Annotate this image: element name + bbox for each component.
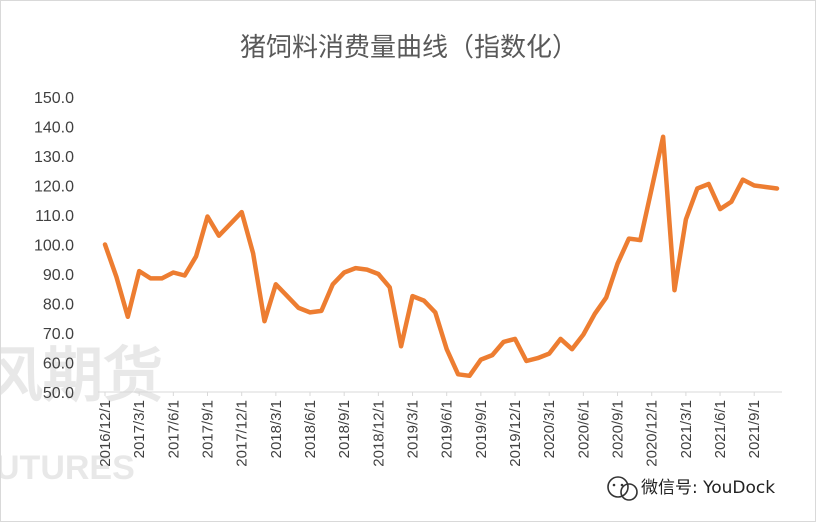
series-line: [102, 134, 780, 379]
y-tick-label: 120.0: [34, 179, 74, 196]
x-tick-label: 2018/12/1: [370, 400, 387, 467]
x-axis-ticks: 2016/12/1 2017/3/1 2017/6/1 2017/9/1 2017/12…: [97, 392, 763, 467]
y-tick-label: 90.0: [43, 267, 74, 284]
watermark: 风期货 UTURES: [1, 341, 163, 487]
x-tick-label: 2021/3/1: [678, 400, 695, 458]
y-tick-label: 130.0: [34, 149, 74, 166]
y-tick-label: 70.0: [43, 326, 74, 343]
y-tick-label: 60.0: [43, 356, 74, 373]
x-tick-label: 2019/6/1: [439, 400, 456, 458]
series-group: [102, 134, 780, 379]
y-tick-label: 100.0: [34, 238, 74, 255]
credit: 微信号: YouDock: [607, 476, 775, 501]
y-axis-ticks: 150.0 140.0 130.0 120.0 110.0 100.0 90.0 80.0 70…: [34, 90, 74, 402]
x-tick-label: 2020/6/1: [575, 400, 592, 458]
x-tick-label: 2018/3/1: [268, 400, 285, 458]
x-tick-label: 2017/6/1: [165, 400, 182, 458]
x-tick-label: 2017/9/1: [200, 400, 217, 458]
y-tick-label: 150.0: [34, 90, 74, 107]
x-tick-label: 2018/9/1: [336, 400, 353, 458]
chart-title: 猪饲料消费量曲线（指数化）: [240, 33, 578, 63]
x-tick-label: 2019/9/1: [473, 400, 490, 458]
x-tick-label: 2021/9/1: [746, 400, 763, 458]
x-tick-label: 2021/6/1: [712, 400, 729, 458]
y-tick-label: 110.0: [35, 208, 74, 225]
x-tick-label: 2017/3/1: [131, 400, 148, 458]
x-tick-label: 2017/12/1: [234, 400, 251, 467]
watermark-en: UTURES: [1, 449, 135, 487]
x-tick-label: 2020/12/1: [644, 400, 661, 467]
y-tick-label: 80.0: [43, 297, 74, 314]
wechat-icon: [607, 476, 638, 501]
x-tick-label: 2019/12/1: [507, 400, 524, 467]
y-tick-label: 140.0: [34, 120, 74, 137]
x-tick-label: 2020/3/1: [541, 400, 558, 458]
x-tick-label: 2020/9/1: [610, 400, 627, 458]
x-tick-label: 2016/12/1: [97, 400, 114, 467]
x-tick-label: 2019/3/1: [405, 400, 422, 458]
y-tick-label: 50.0: [43, 385, 74, 402]
watermark-cn: 风期货: [1, 341, 163, 411]
x-tick-label: 2018/6/1: [302, 400, 319, 458]
credit-text: 微信号: YouDock: [641, 478, 775, 498]
